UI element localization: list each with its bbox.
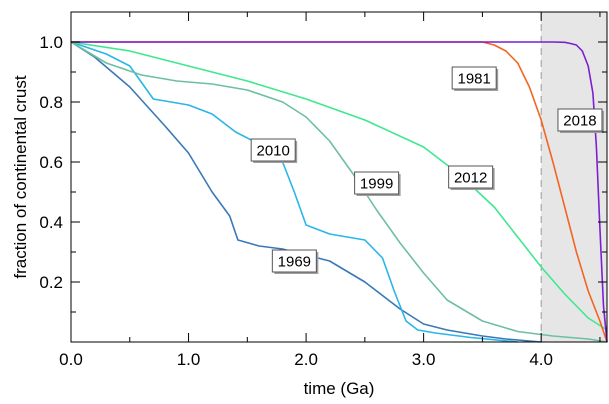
x-axis-label: time (Ga) (304, 379, 375, 398)
x-tick-label: 4.0 (529, 350, 553, 369)
y-tick-label: 0.8 (39, 93, 63, 112)
series-label-2018: 2018 (557, 108, 604, 133)
y-tick-label: 0.4 (39, 213, 63, 232)
series-line-2012 (70, 41, 608, 331)
series-line-2018 (71, 41, 608, 343)
series-line-1969 (70, 41, 542, 343)
x-tick-label: 2.0 (294, 350, 318, 369)
label-box (250, 138, 296, 162)
y-tick-label: 1.0 (39, 33, 63, 52)
y-tick-label: 0.2 (39, 273, 63, 292)
series-label-1999: 1999 (354, 171, 401, 196)
label-box (557, 108, 603, 132)
series-label-2010: 2010 (250, 138, 298, 163)
series-label-1981: 1981 (451, 66, 499, 91)
x-tick-label: 1.0 (177, 350, 201, 369)
series-layer (70, 41, 608, 343)
annotation-layer: 1969 2010 1999 2012 1981 2018 (250, 66, 604, 274)
series-label-2012: 2012 (448, 165, 495, 190)
x-tick-label: 3.0 (412, 350, 436, 369)
y-axis-label: fraction of continental crust (11, 75, 30, 278)
label-box-text: 2010 (256, 143, 289, 160)
series-line-2010 (70, 41, 518, 343)
label-box-text: 1969 (278, 254, 311, 271)
label-box (354, 171, 400, 195)
x-tick-label: 0.0 (59, 350, 83, 369)
shaded-region (541, 12, 607, 342)
label-box (448, 165, 494, 189)
label-box (271, 249, 317, 273)
plot-frame (70, 11, 608, 343)
series-line-1999 (70, 41, 608, 343)
label-box-text: 2018 (563, 113, 596, 130)
y-tick-label: 0.6 (39, 153, 63, 172)
series-label-1969: 1969 (271, 249, 319, 274)
label-box (451, 66, 497, 90)
label-box-text: 1981 (457, 71, 490, 88)
tick-layer: 0.0 1.0 2.0 3.0 4.0 0.2 0.4 0.6 0.8 1.0 (39, 11, 607, 369)
series-line-1981 (71, 41, 608, 343)
label-box-text: 2012 (454, 170, 487, 187)
label-box-text: 1999 (360, 176, 393, 193)
